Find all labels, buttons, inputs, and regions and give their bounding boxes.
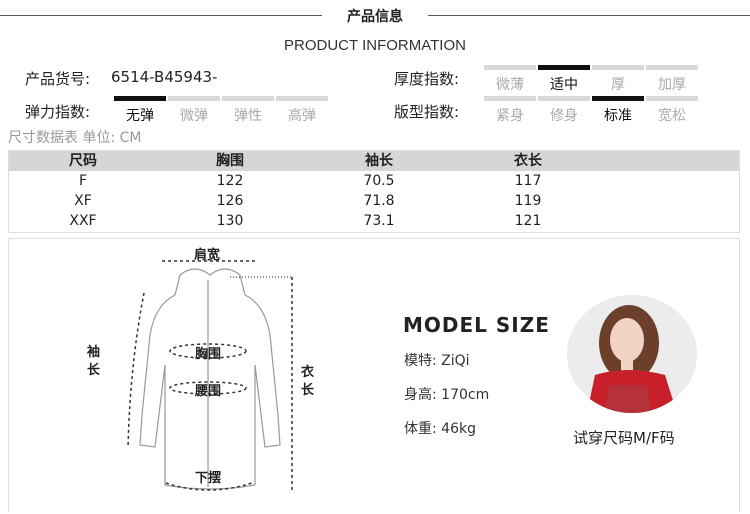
sleeve-label: 袖长 (87, 345, 101, 378)
table-row: XXF 130 73.1 121 (9, 211, 739, 231)
level-bar (276, 96, 328, 101)
elasticity-option: 高弹 (276, 96, 328, 125)
header-sleeve: 袖长 (365, 153, 393, 169)
cell: 73.1 (363, 213, 395, 229)
thickness-option: 适中 (538, 65, 590, 94)
page-title: 产品信息 (347, 9, 403, 25)
level-bar (646, 65, 698, 70)
size-table-caption: 尺寸数据表 单位: CM (8, 130, 142, 146)
cell: 119 (514, 193, 542, 209)
page-subtitle: PRODUCT INFORMATION (284, 37, 466, 54)
option-label: 适中 (550, 77, 578, 93)
table-row: F 122 70.5 117 (9, 171, 739, 191)
option-label: 高弹 (288, 108, 316, 124)
elasticity-label: 弹力指数: (25, 103, 91, 121)
elasticity-option: 微弹 (168, 96, 220, 125)
cell: 117 (514, 173, 542, 189)
thickness-label: 厚度指数: (394, 70, 460, 88)
option-label: 微薄 (496, 77, 524, 93)
level-bar (646, 96, 698, 101)
thickness-option: 微薄 (484, 65, 536, 94)
option-label: 厚 (611, 77, 625, 93)
cell: 122 (216, 173, 244, 189)
fit-label: 版型指数: (394, 103, 460, 121)
thickness-option: 加厚 (646, 65, 698, 94)
level-bar (168, 96, 220, 101)
garment-diagram (127, 260, 293, 491)
fit-option: 紧身 (484, 96, 536, 125)
fit-option: 宽松 (646, 96, 698, 125)
elasticity-option: 弹性 (222, 96, 274, 125)
fit-option: 修身 (538, 96, 590, 125)
cell: XXF (69, 213, 97, 229)
model-photo (567, 295, 697, 413)
table-row: XF 126 71.8 119 (9, 191, 739, 211)
cell: 130 (216, 213, 244, 229)
header-chest: 胸围 (216, 153, 244, 169)
cell: 121 (514, 213, 542, 229)
option-label: 微弹 (180, 108, 208, 124)
option-label: 无弹 (126, 108, 154, 124)
model-size-title: MODEL SIZE (403, 313, 550, 337)
option-label: 弹性 (234, 108, 262, 124)
cell: XF (74, 193, 92, 209)
hem-label: 下摆 (195, 471, 222, 486)
model-name: 模特: ZiQi (404, 353, 470, 369)
model-weight: 体重: 46kg (404, 421, 476, 437)
length-label: 衣长 (301, 365, 315, 398)
option-label: 宽松 (658, 108, 686, 124)
option-label: 修身 (550, 108, 578, 124)
option-label: 标准 (604, 108, 632, 124)
product-code-value: 6514-B45943- (111, 68, 218, 86)
level-bar (538, 96, 590, 101)
level-bar (538, 65, 590, 70)
chest-label: 胸围 (195, 347, 222, 362)
cell: 70.5 (363, 173, 395, 189)
header-size: 尺码 (69, 153, 97, 169)
level-bar (222, 96, 274, 101)
trial-size: 试穿尺码M/F码 (573, 429, 675, 447)
option-label: 紧身 (496, 108, 524, 124)
level-bar (484, 96, 536, 101)
level-bar (114, 96, 166, 101)
cell: 71.8 (363, 193, 395, 209)
option-label: 加厚 (658, 77, 686, 93)
level-bar (592, 96, 644, 101)
title-rule-right (428, 15, 750, 16)
header-length: 衣长 (514, 153, 542, 169)
shoulder-label: 肩宽 (194, 248, 221, 263)
level-bar (592, 65, 644, 70)
model-section (8, 238, 740, 512)
cell: 126 (216, 193, 244, 209)
title-rule-left (0, 15, 322, 16)
elasticity-option: 无弹 (114, 96, 166, 125)
fit-option: 标准 (592, 96, 644, 125)
level-bar (484, 65, 536, 70)
table-header: 尺码 胸围 袖长 衣长 (9, 151, 739, 171)
waist-label: 腰围 (195, 384, 222, 399)
model-height: 身高: 170cm (404, 387, 490, 403)
thickness-option: 厚 (592, 65, 644, 94)
cell: F (78, 173, 88, 189)
size-table: 尺码 胸围 袖长 衣长 F 122 70.5 117 XF 126 71.8 1… (8, 150, 740, 233)
product-code-label: 产品货号: (25, 70, 91, 88)
